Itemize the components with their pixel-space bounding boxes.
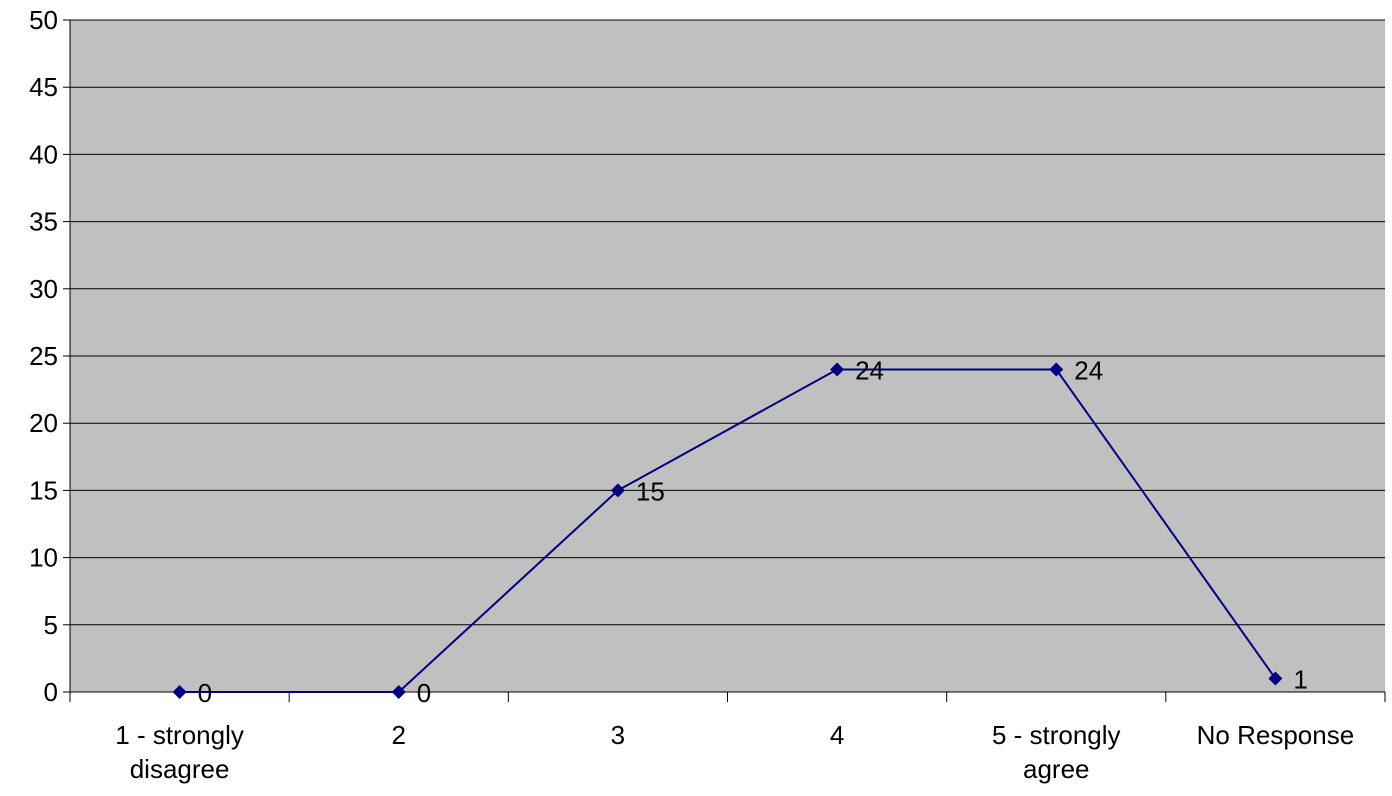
y-tick-label: 25 [29, 341, 58, 371]
data-point-marker [1049, 362, 1064, 377]
y-tick-label: 40 [29, 139, 58, 169]
y-tick-label: 15 [29, 475, 58, 505]
y-tick-label: 10 [29, 543, 58, 573]
data-point-marker [172, 685, 187, 699]
y-tick-label: 45 [29, 72, 58, 102]
data-label: 15 [636, 476, 665, 506]
x-tick-label: 2 [392, 720, 406, 750]
x-tick-label: 1 - strongly disagree [115, 720, 244, 784]
y-tick-label: 35 [29, 207, 58, 237]
y-tick-label: 30 [29, 274, 58, 304]
data-label: 24 [855, 355, 884, 385]
data-label: 0 [198, 678, 212, 708]
gridlines [70, 19, 1385, 626]
data-labels: 0 0 15 24 24 1 [198, 355, 1308, 708]
y-tick-label: 20 [29, 408, 58, 438]
data-point-marker [391, 685, 406, 699]
x-tick-label: 5 - strongly agree [992, 720, 1121, 784]
data-label: 1 [1293, 665, 1307, 695]
x-tick-label: No Response [1197, 720, 1355, 750]
series-line [179, 368, 1277, 693]
x-axis-tick-labels: 1 - strongly disagree 2 3 4 5 - strongly agree… [115, 720, 1354, 784]
y-tick-label: 0 [44, 677, 58, 707]
x-tick-label: 4 [830, 720, 844, 750]
data-label: 0 [417, 678, 431, 708]
y-tick-label: 5 [44, 610, 58, 640]
data-point-marker [830, 362, 845, 377]
y-axis-tick-labels: 0 5 10 15 20 25 30 35 40 45 50 [29, 5, 58, 707]
data-point-marker [1268, 671, 1283, 686]
data-label: 24 [1074, 355, 1103, 385]
data-point-markers [172, 362, 1283, 699]
y-tick-label: 50 [29, 5, 58, 35]
data-point-marker [610, 483, 625, 498]
x-tick-label: 3 [611, 720, 625, 750]
